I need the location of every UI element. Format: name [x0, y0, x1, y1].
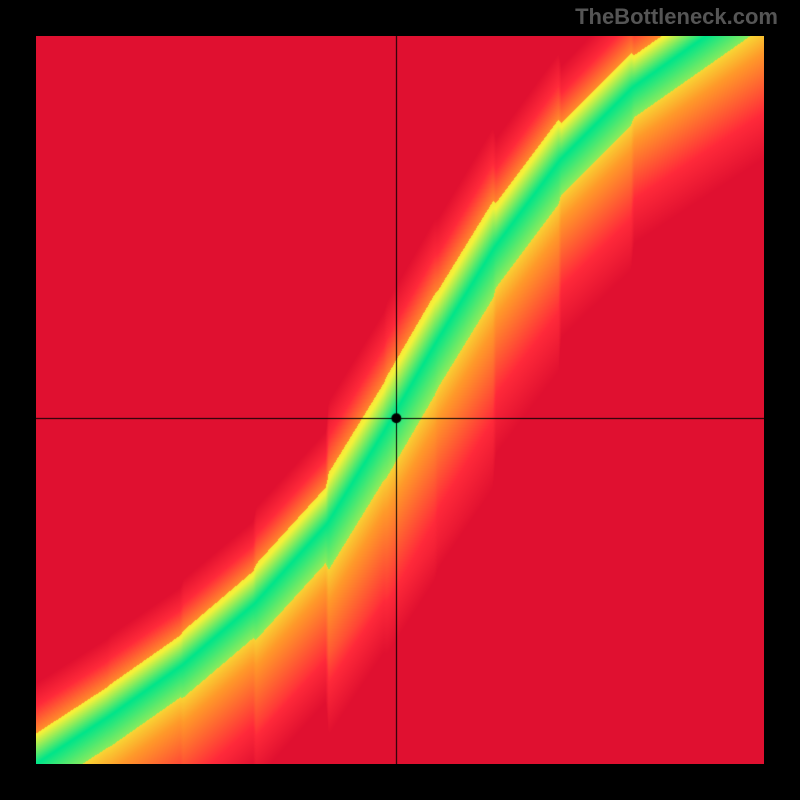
chart-frame: TheBottleneck.com — [0, 0, 800, 800]
watermark-text: TheBottleneck.com — [575, 4, 778, 30]
crosshair-canvas — [36, 36, 764, 764]
